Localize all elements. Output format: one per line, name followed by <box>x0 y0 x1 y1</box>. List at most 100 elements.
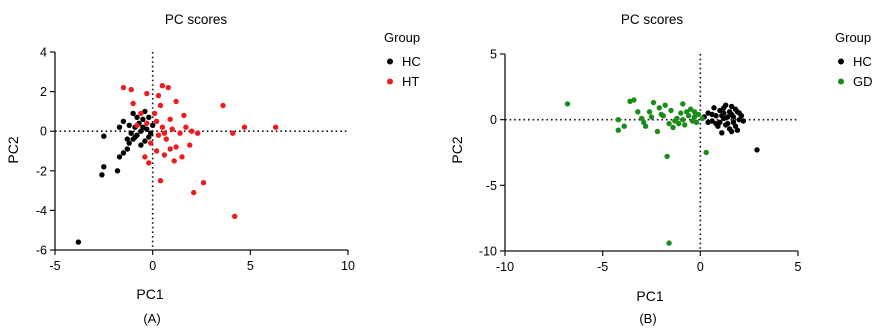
point-gd <box>682 122 688 128</box>
chart-title: PC scores <box>621 12 684 27</box>
point-ht <box>148 140 154 146</box>
point-gd <box>695 111 702 118</box>
point-gd <box>564 101 571 107</box>
point-gd <box>693 119 700 126</box>
legend-label-hc: HC <box>402 54 421 69</box>
point-ht <box>187 142 193 148</box>
panel-a: PC scores -5 0 5 10 -6 -4 -2 0 2 4 PC1 PC2 Group HC HT (… <box>5 12 421 326</box>
point-ht <box>181 112 187 119</box>
y-tick-label: -5 <box>486 179 497 193</box>
y-tick-label: -10 <box>479 245 497 259</box>
point-hc <box>124 136 130 142</box>
point-ht <box>189 128 195 134</box>
panel-caption: (A) <box>143 311 160 326</box>
point-hc <box>732 123 739 129</box>
point-ht <box>159 83 166 89</box>
point-hc <box>120 118 127 125</box>
point-ht <box>167 146 173 152</box>
point-hc <box>142 138 148 144</box>
point-gd <box>691 109 698 115</box>
point-hc <box>116 154 123 160</box>
legend-label-hc: HC <box>853 54 872 69</box>
legend-label-gd: GD <box>853 74 873 89</box>
point-gd <box>668 107 674 114</box>
point-hc <box>148 130 154 136</box>
point-ht <box>179 154 185 160</box>
legend-title: Group <box>835 30 871 45</box>
point-gd <box>615 117 621 123</box>
point-hc <box>142 108 148 115</box>
point-gd <box>666 120 672 127</box>
point-hc <box>725 114 731 120</box>
point-ht <box>138 110 144 117</box>
point-hc <box>734 127 741 133</box>
point-hc <box>138 128 144 134</box>
point-ht <box>171 158 177 164</box>
point-hc <box>726 109 733 115</box>
point-ht <box>173 98 179 105</box>
point-ht <box>173 144 179 150</box>
legend-marker-gd <box>838 78 844 85</box>
x-tick-label: 5 <box>247 259 254 273</box>
point-hc <box>116 124 123 130</box>
point-ht <box>273 124 279 130</box>
point-gd <box>664 153 670 160</box>
point-ht <box>194 130 201 136</box>
point-ht <box>155 92 162 99</box>
point-hc <box>130 110 136 117</box>
point-ht <box>134 122 140 128</box>
point-hc <box>75 239 82 245</box>
y-tick-label: 5 <box>490 48 497 62</box>
point-hc <box>101 133 107 139</box>
point-gd <box>676 120 682 127</box>
y-tick-label: 4 <box>40 46 47 60</box>
point-gd <box>699 115 705 122</box>
point-hc <box>114 168 121 174</box>
point-ht <box>159 124 166 130</box>
x-tick-label: 0 <box>697 260 704 274</box>
x-tick-label: -10 <box>496 260 514 274</box>
point-gd <box>615 127 621 133</box>
point-ht <box>161 130 168 136</box>
point-gd <box>672 118 678 124</box>
point-ht <box>130 100 136 107</box>
x-tick-label: 10 <box>341 259 355 273</box>
point-gd <box>641 119 647 126</box>
point-ht <box>151 110 158 117</box>
point-ht <box>200 180 207 186</box>
point-gd <box>621 123 627 129</box>
point-hc <box>719 113 725 119</box>
point-ht <box>169 126 175 132</box>
point-ht <box>120 84 127 91</box>
point-ht <box>241 124 248 130</box>
point-hc <box>723 122 729 128</box>
y-tick-label: 0 <box>490 113 497 127</box>
panel-b: PC scores -10 -5 0 5 -10 -5 0 5 PC1 PC2 Group HC GD (B… <box>449 12 873 326</box>
point-hc <box>138 142 144 148</box>
point-gd <box>656 105 662 111</box>
point-hc <box>150 122 156 128</box>
point-hc <box>711 105 717 111</box>
legend-title: Group <box>384 30 420 45</box>
point-hc <box>721 105 727 111</box>
point-hc <box>99 172 105 178</box>
point-ht <box>167 116 173 123</box>
point-gd <box>684 109 690 115</box>
point-hc <box>140 124 146 130</box>
point-hc <box>728 128 735 135</box>
y-tick-label: -4 <box>36 204 47 218</box>
point-gd <box>687 106 694 112</box>
point-gd <box>662 102 668 108</box>
point-hc <box>736 110 743 116</box>
point-gd <box>680 101 686 107</box>
point-ht <box>157 178 164 184</box>
point-ht <box>220 102 226 109</box>
point-ht <box>157 102 164 109</box>
legend-label-ht: HT <box>402 74 419 89</box>
point-hc <box>146 114 152 121</box>
point-gd <box>648 114 655 120</box>
point-gd <box>703 149 709 156</box>
point-hc <box>126 122 132 128</box>
point-gd <box>654 128 661 135</box>
point-hc <box>126 140 132 146</box>
